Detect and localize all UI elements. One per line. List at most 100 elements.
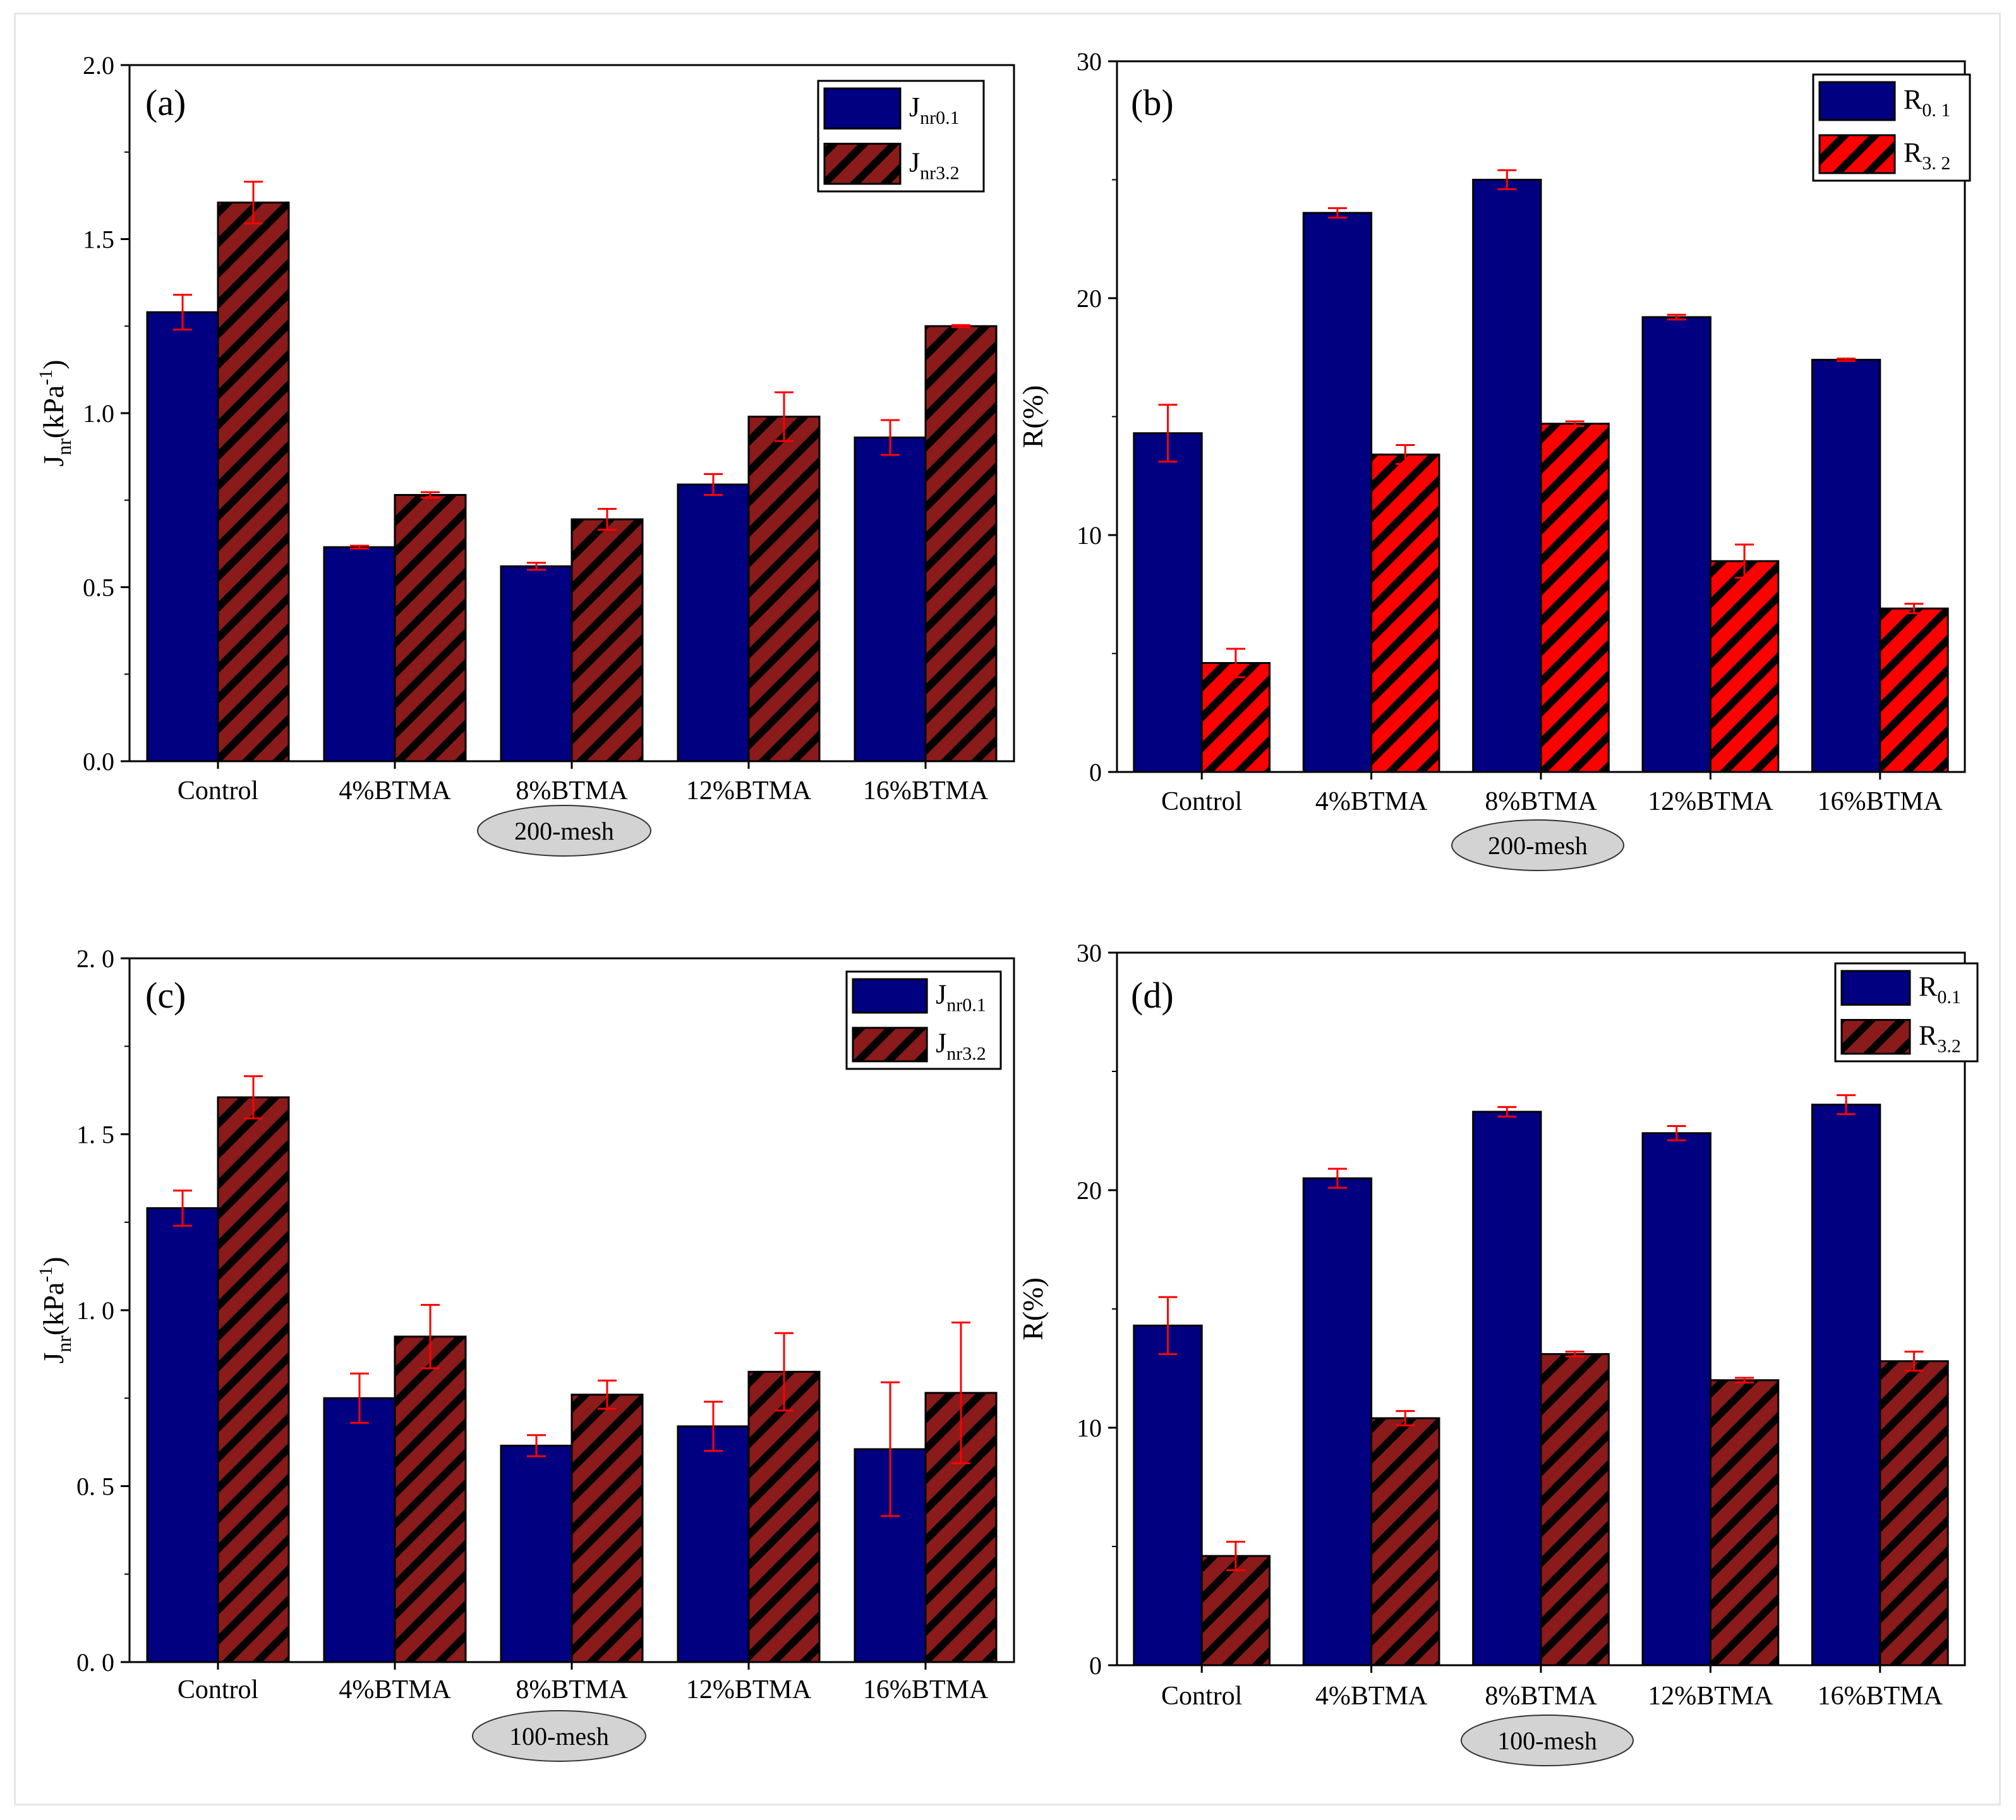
mesh-label: 100-mesh xyxy=(509,1722,609,1751)
y-tick-label: 0.0 xyxy=(83,747,114,776)
bar-b-red_bright-3 xyxy=(1709,560,1780,773)
error-bar-a-1-3 xyxy=(775,391,794,442)
error-bar-b-1-2 xyxy=(1565,420,1584,427)
panel-label-d: (d) xyxy=(1131,975,1174,1016)
bar-a-blue-2 xyxy=(500,565,573,762)
y-tick-label: 2. 0 xyxy=(76,944,114,973)
error-bar-d-1-1 xyxy=(1396,1410,1415,1426)
y-tick-label: 1. 0 xyxy=(76,1296,114,1325)
legend-c: Jnr0.1 Jnr3.2 xyxy=(845,970,1002,1070)
error-bar-b-0-3 xyxy=(1667,313,1686,321)
bar-c-blue-1 xyxy=(323,1397,396,1663)
x-tick-label: Control xyxy=(1161,787,1242,816)
legend-swatch xyxy=(1840,1019,1911,1055)
x-tick-label: 4%BTMA xyxy=(1315,1682,1428,1711)
error-bar-a-0-2 xyxy=(527,562,546,571)
bar-d-red_dark-2 xyxy=(1540,1353,1610,1666)
y-tick-label: 30 xyxy=(1077,47,1102,76)
y-tick-label: 10 xyxy=(1077,1414,1102,1442)
bar-a-red_dark-4 xyxy=(924,325,998,762)
y-axis-label: Jnr(kPa-1) xyxy=(35,359,75,466)
error-bar-d-1-0 xyxy=(1226,1540,1245,1572)
bar-b-blue-2 xyxy=(1472,179,1542,773)
x-tick-label: 8%BTMA xyxy=(516,1675,628,1704)
bar-d-red_dark-1 xyxy=(1370,1417,1440,1666)
y-tick-label: 20 xyxy=(1077,1176,1102,1205)
bar-d-red_dark-3 xyxy=(1709,1379,1780,1666)
legend-entry: Jnr0.1 xyxy=(936,979,986,1016)
x-tick-label: 16%BTMA xyxy=(1818,1682,1943,1711)
bar-b-blue-3 xyxy=(1641,316,1711,773)
legend-swatch xyxy=(852,978,928,1014)
bar-c-red_dark-1 xyxy=(394,1335,467,1663)
bar-b-blue-1 xyxy=(1302,212,1373,773)
error-bar-b-0-4 xyxy=(1837,358,1856,362)
error-bar-c-1-0 xyxy=(244,1075,263,1119)
error-bar-c-1-1 xyxy=(421,1304,440,1370)
bar-b-red_bright-4 xyxy=(1879,607,1949,773)
x-tick-label: Control xyxy=(1161,1682,1242,1711)
y-tick-label: 1. 5 xyxy=(76,1121,114,1149)
chart-panel-a: 0.0 0.5 1.0 1.5 2.0 Jnr(kPa-1) Control 4%BTMA 8%… xyxy=(35,51,1015,857)
bar-b-blue-4 xyxy=(1811,359,1881,773)
error-bar-b-1-4 xyxy=(1904,603,1924,615)
legend-entry: Jnr3.2 xyxy=(936,1028,986,1064)
legend-entry: R3.2 xyxy=(1919,1020,1961,1056)
bar-c-red_dark-0 xyxy=(217,1096,290,1663)
x-tick-label: 8%BTMA xyxy=(516,776,628,805)
x-tick-label: 12%BTMA xyxy=(686,776,812,805)
error-bar-a-1-2 xyxy=(598,508,617,531)
error-bar-c-0-0 xyxy=(173,1190,192,1227)
mesh-label: 200-mesh xyxy=(514,817,614,845)
error-bar-c-0-3 xyxy=(704,1401,723,1452)
legend-entry: Jnr3.2 xyxy=(909,147,960,183)
bar-a-blue-1 xyxy=(323,546,396,762)
x-tick-label: 8%BTMA xyxy=(1485,1682,1597,1711)
bar-b-red_bright-2 xyxy=(1540,423,1610,773)
error-bar-a-0-0 xyxy=(173,294,192,331)
error-bar-a-0-1 xyxy=(350,545,369,550)
error-bar-c-0-4 xyxy=(881,1381,900,1517)
bar-d-blue-0 xyxy=(1133,1324,1203,1666)
legend-swatch xyxy=(1818,81,1896,121)
error-bar-d-0-2 xyxy=(1497,1106,1517,1118)
bar-b-red_bright-1 xyxy=(1370,454,1440,773)
y-tick-label: 0 xyxy=(1089,1651,1102,1680)
mesh-badge-c: 100-mesh xyxy=(472,1710,646,1762)
mesh-label: 100-mesh xyxy=(1497,1727,1597,1755)
error-bar-d-0-4 xyxy=(1837,1094,1856,1116)
error-bar-a-0-4 xyxy=(881,419,900,456)
error-bar-a-0-3 xyxy=(704,473,723,496)
y-tick-label: 20 xyxy=(1077,284,1102,313)
legend-d: R0.1 R3.2 xyxy=(1834,962,1979,1063)
error-bar-d-1-3 xyxy=(1735,1377,1754,1384)
y-tick-label: 0. 5 xyxy=(76,1473,114,1501)
legend-swatch xyxy=(852,1027,928,1063)
bar-d-red_dark-0 xyxy=(1200,1555,1271,1666)
x-tick-label: Control xyxy=(178,776,258,805)
error-bar-c-1-2 xyxy=(598,1379,617,1410)
x-tick-label: 8%BTMA xyxy=(1485,787,1597,816)
y-axis-label: Jnr(kPa-1) xyxy=(35,1257,75,1363)
error-bar-c-1-3 xyxy=(775,1332,794,1412)
x-tick-label: 12%BTMA xyxy=(1648,1682,1773,1711)
x-tick-label: 12%BTMA xyxy=(1648,787,1773,816)
x-tick-label: 16%BTMA xyxy=(863,1675,989,1704)
mesh-label: 200-mesh xyxy=(1488,831,1588,860)
mesh-badge-b: 200-mesh xyxy=(1451,819,1624,871)
y-tick-label: 2.0 xyxy=(83,51,114,80)
error-bar-b-1-1 xyxy=(1396,444,1415,465)
bar-c-blue-2 xyxy=(500,1444,573,1663)
error-bar-d-1-2 xyxy=(1565,1351,1584,1358)
chart-panel-c: 0. 0 0. 5 1. 0 1. 5 2. 0 Jnr(kPa-1) Control 4%B… xyxy=(35,944,1015,1762)
panel-label-b: (b) xyxy=(1131,82,1174,123)
legend-entry: Jnr0.1 xyxy=(909,92,960,128)
error-bar-d-0-0 xyxy=(1158,1296,1178,1355)
legend-swatch xyxy=(823,143,902,185)
y-tick-label: 1.0 xyxy=(83,399,114,428)
bar-c-blue-0 xyxy=(146,1207,219,1663)
error-bar-c-0-1 xyxy=(350,1372,369,1424)
bar-c-blue-3 xyxy=(677,1425,750,1663)
y-tick-label: 0 xyxy=(1089,758,1102,786)
